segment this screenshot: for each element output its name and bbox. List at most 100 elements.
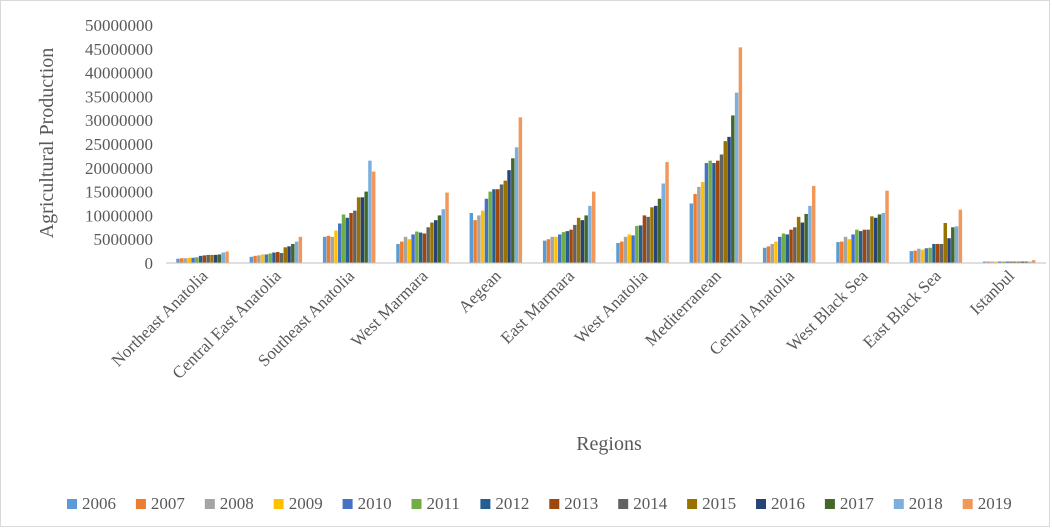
bar [954,226,959,263]
x-tick-label: Istanbul [966,266,1018,318]
bar [368,160,372,263]
bar [542,240,547,263]
x-axis-title: Regions [576,433,642,455]
bar [492,189,496,263]
bar [781,233,786,263]
bars [176,47,1036,264]
bar [796,216,801,263]
bar [253,255,257,263]
legend-swatch [273,499,284,509]
bar [924,248,929,263]
bar [187,257,192,263]
bar [936,243,940,263]
bar [1001,261,1006,263]
bar [1005,261,1010,263]
bar [881,213,885,263]
bar [272,252,276,263]
bar [473,220,477,263]
bar [1024,261,1028,263]
bar [653,205,658,263]
bar [665,162,669,263]
x-tick-label: East Black Sea [859,266,945,352]
bar [932,243,936,263]
bar [793,227,797,263]
bar [191,257,195,263]
legend-label: 2012 [495,494,529,513]
bar [213,254,218,263]
bar [1020,261,1025,263]
bar [477,215,481,263]
bar [484,198,489,263]
bar [800,222,805,263]
bar [415,231,419,263]
bar [866,229,870,263]
legend-swatch [893,499,904,509]
legend-swatch [962,499,973,509]
bar [396,243,400,263]
bar [507,170,511,263]
bar [411,234,415,263]
legend-label: 2018 [909,494,943,513]
bar [249,256,254,263]
bar [778,236,782,263]
bar [697,186,701,263]
bar [734,92,739,263]
y-tick-label: 25000000 [85,135,153,154]
bar [437,215,442,263]
bar [873,217,878,263]
bar [1031,260,1036,263]
bar [646,216,650,263]
y-tick-label: 45000000 [85,40,153,59]
bar [708,160,712,263]
x-tick-label: West Anatolia [571,266,652,347]
bar [291,243,295,263]
bar [843,236,848,263]
legend-swatch [67,499,77,509]
bar [488,191,492,263]
bar [716,160,720,263]
bar [870,216,874,263]
bar [982,261,987,263]
legend-label: 2011 [427,494,460,513]
bar [738,47,743,264]
bar [862,229,867,263]
bar [731,115,735,263]
legend-label: 2013 [564,494,598,513]
bar [418,232,423,263]
bar [616,243,620,263]
bar [511,158,515,263]
bar [433,220,438,263]
bar [766,246,771,263]
bar [855,229,859,263]
x-tick-label: West Marmara [347,266,432,351]
bar [294,241,299,263]
bar [584,215,588,263]
bar [569,229,573,263]
bar [620,241,624,263]
bar [994,261,998,263]
y-tick-label: 40000000 [85,64,153,83]
bar [206,254,210,263]
y-tick-label: 35000000 [85,87,153,106]
bar [635,225,639,263]
legend-label: 2006 [82,494,116,513]
bar [276,252,280,263]
bar [774,241,778,263]
legend-label: 2007 [151,494,186,513]
bar [558,234,562,263]
bar [847,239,852,263]
bar [700,182,705,263]
bar [353,210,357,263]
bar [445,192,449,263]
bar [441,209,445,263]
bar [990,261,994,263]
bar [225,251,229,263]
bar [951,227,955,263]
bar [836,242,840,263]
legend-swatch [204,499,215,509]
bar [811,185,816,263]
bar [623,236,628,263]
legend-swatch [342,499,353,509]
legend-swatch [618,499,629,509]
